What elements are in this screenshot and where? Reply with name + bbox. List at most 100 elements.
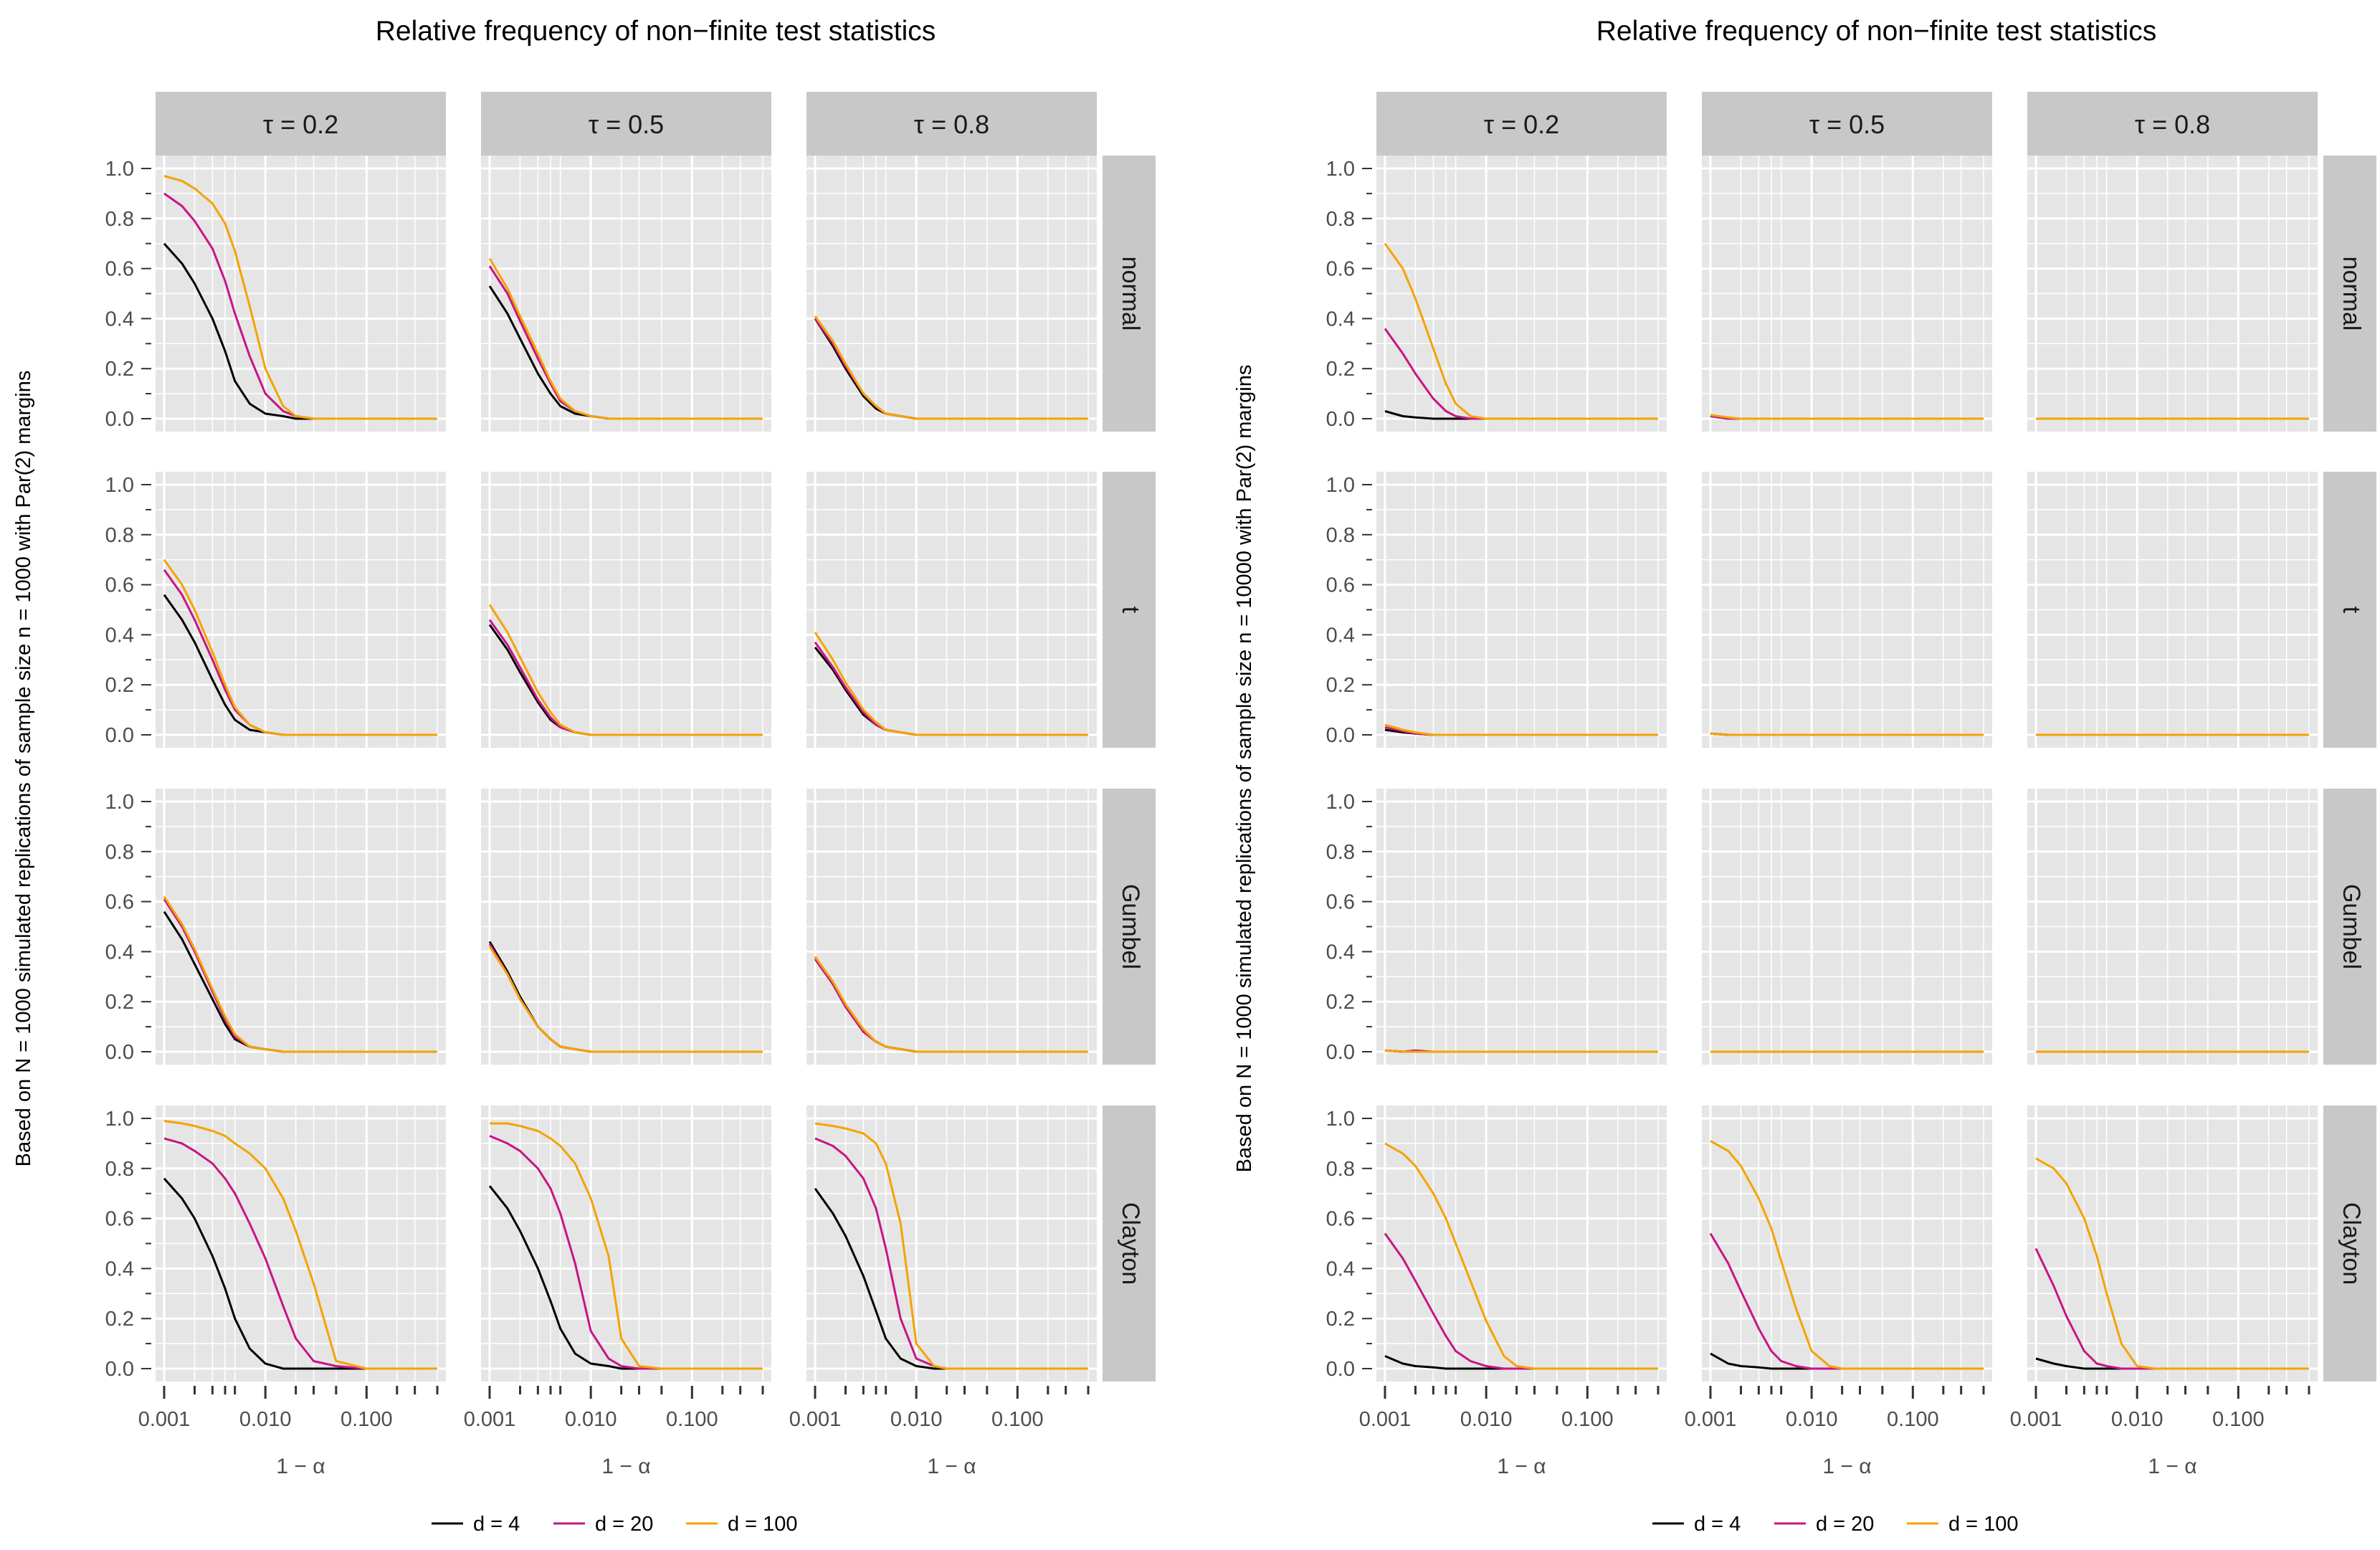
y-tick-label: 0.2 xyxy=(105,674,134,697)
row-strip-label: Clayton xyxy=(1117,1202,1144,1285)
row-strip-label: t xyxy=(1117,607,1144,614)
y-tick-label: 0.8 xyxy=(105,524,134,547)
y-tick-label: 0.2 xyxy=(1326,358,1355,381)
row-strip xyxy=(2323,156,2376,432)
series-line-d100 xyxy=(163,1120,437,1370)
panel-clayton-1: 0.0 0.2 0.4 0.6 0.8 1.0 0.001 0.010 0.100 1 − α xyxy=(1326,1106,1667,1478)
y-tick-label: 1.0 xyxy=(105,791,134,814)
x-tick-label: 0.001 xyxy=(464,1408,516,1431)
chart-title: Relative frequency of non−finite test st… xyxy=(1596,16,2157,47)
col-strip xyxy=(156,92,446,156)
series-line-d100 xyxy=(163,895,437,1053)
y-tick-label: 0.6 xyxy=(105,258,134,281)
series-line-d100 xyxy=(1384,723,1658,736)
y-tick-label: 1.0 xyxy=(105,158,134,181)
y-tick-label: 0.0 xyxy=(105,1041,134,1064)
panel-t-1: 0.0 0.2 0.4 0.6 0.8 1.0 xyxy=(1326,472,1667,748)
y-tick-label: 0.4 xyxy=(1326,624,1355,647)
y-tick-label: 1.0 xyxy=(1326,158,1355,181)
y-tick-label: 0.6 xyxy=(105,1208,134,1231)
row-strip xyxy=(1103,156,1156,432)
y-tick-label: 0.6 xyxy=(1326,891,1355,914)
row-strip xyxy=(1103,472,1156,748)
y-tick-label: 0.2 xyxy=(1326,674,1355,697)
panel-normal-3 xyxy=(806,156,1097,432)
y-tick-label: 0.6 xyxy=(105,574,134,597)
panel-clayton-2: 0.001 0.010 0.100 1 − α xyxy=(1685,1106,1992,1478)
x-tick-label: 0.100 xyxy=(1887,1408,1939,1431)
x-tick-label: 0.100 xyxy=(666,1408,718,1431)
x-tick-label: 0.001 xyxy=(789,1408,842,1431)
series-line-d100 xyxy=(488,604,763,736)
panel-clayton-3: 0.001 0.010 0.100 1 − α xyxy=(2010,1106,2318,1478)
series-line-d4 xyxy=(163,1177,437,1370)
col-strip-label: τ = 0.5 xyxy=(589,110,664,139)
x-tick-label: 0.010 xyxy=(890,1408,943,1431)
panel-t-1: 0.0 0.2 0.4 0.6 0.8 1.0 xyxy=(105,472,446,748)
x-axis-label: 1 − α xyxy=(276,1455,325,1478)
x-axis-label: 1 − α xyxy=(1822,1455,1871,1478)
series-line-d100 xyxy=(1710,732,1984,736)
series-line-d100 xyxy=(1710,1140,1984,1370)
series-line-d100 xyxy=(814,1122,1088,1370)
y-tick-label: 0.0 xyxy=(1326,1358,1355,1381)
panel-gumbel-3 xyxy=(806,789,1097,1065)
y-tick-label: 0.0 xyxy=(1326,408,1355,431)
row-strip xyxy=(1103,1106,1156,1382)
panel-clayton-3: 0.001 0.010 0.100 1 − α xyxy=(789,1106,1097,1478)
y-tick-label: 0.6 xyxy=(1326,1208,1355,1231)
y-tick-label: 0.4 xyxy=(105,1257,134,1280)
panel-t-3 xyxy=(806,472,1097,748)
series-line-d100 xyxy=(1384,1049,1658,1053)
series-line-d100 xyxy=(814,632,1088,736)
series-line-d100 xyxy=(488,257,763,420)
row-strip-label: normal xyxy=(1117,257,1144,331)
panel-clayton-2: 0.001 0.010 0.100 1 − α xyxy=(464,1106,771,1478)
x-tick-label: 0.001 xyxy=(1359,1408,1412,1431)
y-tick-label: 1.0 xyxy=(105,1108,134,1131)
panel-t-2 xyxy=(481,472,771,748)
row-strip-label: Gumbel xyxy=(1117,884,1144,969)
x-tick-label: 0.010 xyxy=(1460,1408,1513,1431)
row-strip xyxy=(2323,1106,2376,1382)
panel-gumbel-1: 0.0 0.2 0.4 0.6 0.8 1.0 xyxy=(105,789,446,1065)
panel-gumbel-1: 0.0 0.2 0.4 0.6 0.8 1.0 xyxy=(1326,789,1667,1065)
y-tick-label: 0.8 xyxy=(105,841,134,864)
y-tick-label: 0.8 xyxy=(1326,841,1355,864)
y-tick-label: 0.0 xyxy=(105,1358,134,1381)
x-tick-label: 0.010 xyxy=(1786,1408,1838,1431)
col-strip-label: τ = 0.8 xyxy=(914,110,989,139)
y-tick-label: 0.6 xyxy=(1326,258,1355,281)
legend-label: d = 20 xyxy=(1816,1513,1874,1536)
y-tick-label: 0.2 xyxy=(105,358,134,381)
row-strip-label: t xyxy=(2338,607,2365,614)
panel-normal-2 xyxy=(481,156,771,432)
y-tick-label: 0.0 xyxy=(1326,1041,1355,1064)
row-strip-label: normal xyxy=(2338,257,2365,331)
col-strip xyxy=(481,92,771,156)
col-strip-label: τ = 0.2 xyxy=(1484,110,1559,139)
chart-title: Relative frequency of non−finite test st… xyxy=(376,16,936,47)
row-strip xyxy=(2323,789,2376,1065)
legend-label: d = 4 xyxy=(1694,1513,1741,1536)
series-line-d100 xyxy=(490,1122,763,1370)
x-axis-label: 1 − α xyxy=(927,1455,976,1478)
y-tick-label: 0.4 xyxy=(105,941,134,964)
y-tick-label: 0.4 xyxy=(1326,308,1355,331)
panel-normal-1: 0.0 0.2 0.4 0.6 0.8 1.0 xyxy=(105,156,446,432)
x-axis-label: 1 − α xyxy=(601,1455,650,1478)
y-tick-label: 0.8 xyxy=(1326,524,1355,547)
col-strip-label: τ = 0.8 xyxy=(2135,110,2210,139)
y-tick-label: 0.2 xyxy=(1326,1308,1355,1331)
y-tick-label: 0.0 xyxy=(1326,724,1355,747)
chart-1: Relative frequency of non−finite test st… xyxy=(12,16,1156,1536)
x-tick-label: 0.100 xyxy=(2212,1408,2265,1431)
y-tick-label: 0.8 xyxy=(105,208,134,231)
panel-t-3 xyxy=(2027,472,2318,748)
y-tick-label: 0.6 xyxy=(1326,574,1355,597)
series-line-d100 xyxy=(1710,414,1984,420)
y-tick-label: 0.8 xyxy=(1326,1158,1355,1181)
series-line-d100 xyxy=(488,946,763,1053)
